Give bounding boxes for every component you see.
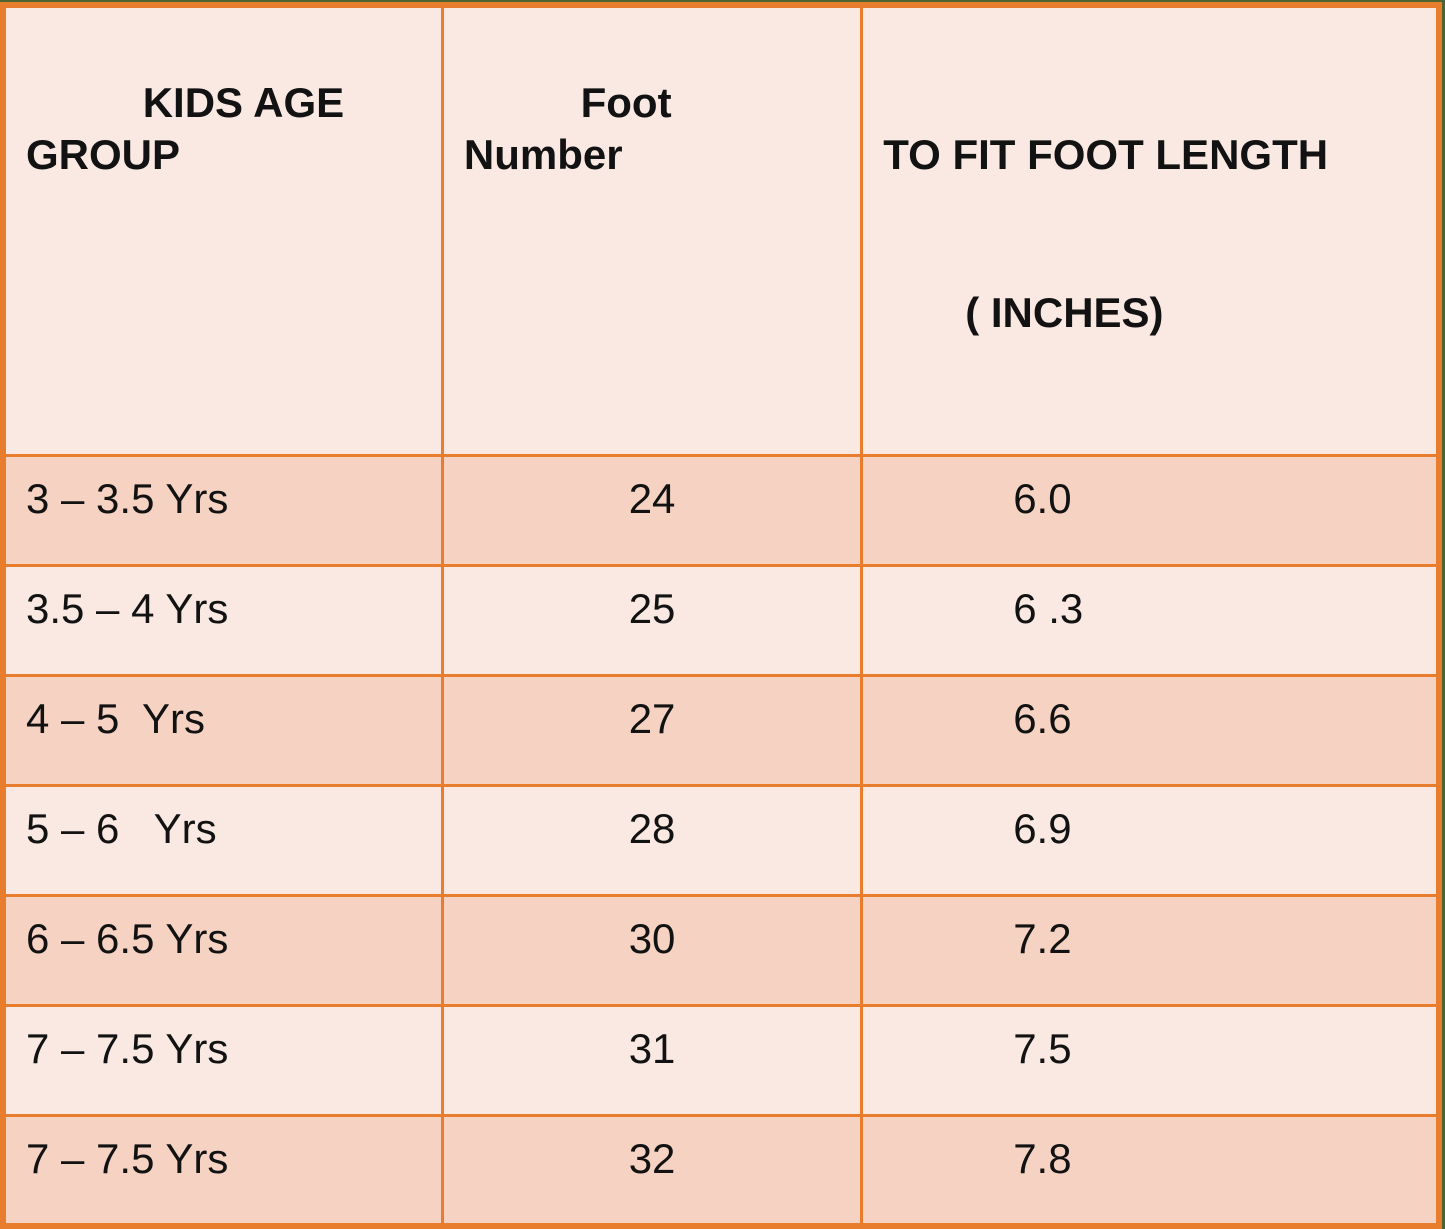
col-header-age-group: KIDS AGE GROUP (3, 5, 442, 456)
table-row: 6 – 6.5 Yrs 30 7.2 (3, 896, 1439, 1006)
col-header-fit-length: TO FIT FOOT LENGTH ( INCHES) (862, 5, 1439, 456)
cell-foot-number: 27 (442, 676, 861, 786)
table-row: 4 – 5 Yrs 27 6.6 (3, 676, 1439, 786)
cell-foot-number: 24 (442, 456, 861, 566)
col-header-age-group-label: KIDS AGE GROUP (26, 79, 356, 179)
header-row: KIDS AGE GROUP Foot Number TO FIT FOOT L… (3, 5, 1439, 456)
cell-foot-number: 30 (442, 896, 861, 1006)
size-chart-container: KIDS AGE GROUP Foot Number TO FIT FOOT L… (0, 2, 1442, 917)
cell-age-group: 7 – 7.5 Yrs (3, 1006, 442, 1116)
col-header-foot-number: Foot Number (442, 5, 861, 456)
cell-age-group: 6 – 6.5 Yrs (3, 896, 442, 1006)
cell-foot-number: 25 (442, 566, 861, 676)
col-header-fit-length-line1: TO FIT FOOT LENGTH (883, 129, 1416, 182)
col-header-foot-number-label: Foot Number (464, 79, 683, 179)
cell-fit-length: 6.9 (862, 786, 1439, 896)
cell-age-group: 5 – 6 Yrs (3, 786, 442, 896)
table-row: 3.5 – 4 Yrs 25 6 .3 (3, 566, 1439, 676)
table-body: 3 – 3.5 Yrs 24 6.0 3.5 – 4 Yrs 25 6 .3 4… (3, 456, 1439, 1226)
cell-fit-length: 6.0 (862, 456, 1439, 566)
cell-fit-length: 6 .3 (862, 566, 1439, 676)
table-header: KIDS AGE GROUP Foot Number TO FIT FOOT L… (3, 5, 1439, 456)
cell-fit-length: 7.2 (862, 896, 1439, 1006)
cell-fit-length: 6.6 (862, 676, 1439, 786)
cell-foot-number: 31 (442, 1006, 861, 1116)
cell-age-group: 3.5 – 4 Yrs (3, 566, 442, 676)
cell-age-group: 3 – 3.5 Yrs (3, 456, 442, 566)
cell-age-group: 4 – 5 Yrs (3, 676, 442, 786)
table-row: 7 – 7.5 Yrs 31 7.5 (3, 1006, 1439, 1116)
cell-foot-number: 32 (442, 1116, 861, 1226)
cell-age-group: 7 – 7.5 Yrs (3, 1116, 442, 1226)
col-header-fit-length-line2: ( INCHES) (965, 287, 1416, 340)
table-row: 3 – 3.5 Yrs 24 6.0 (3, 456, 1439, 566)
cell-fit-length: 7.8 (862, 1116, 1439, 1226)
cell-foot-number: 28 (442, 786, 861, 896)
table-row: 5 – 6 Yrs 28 6.9 (3, 786, 1439, 896)
cell-fit-length: 7.5 (862, 1006, 1439, 1116)
table-row: 7 – 7.5 Yrs 32 7.8 (3, 1116, 1439, 1226)
